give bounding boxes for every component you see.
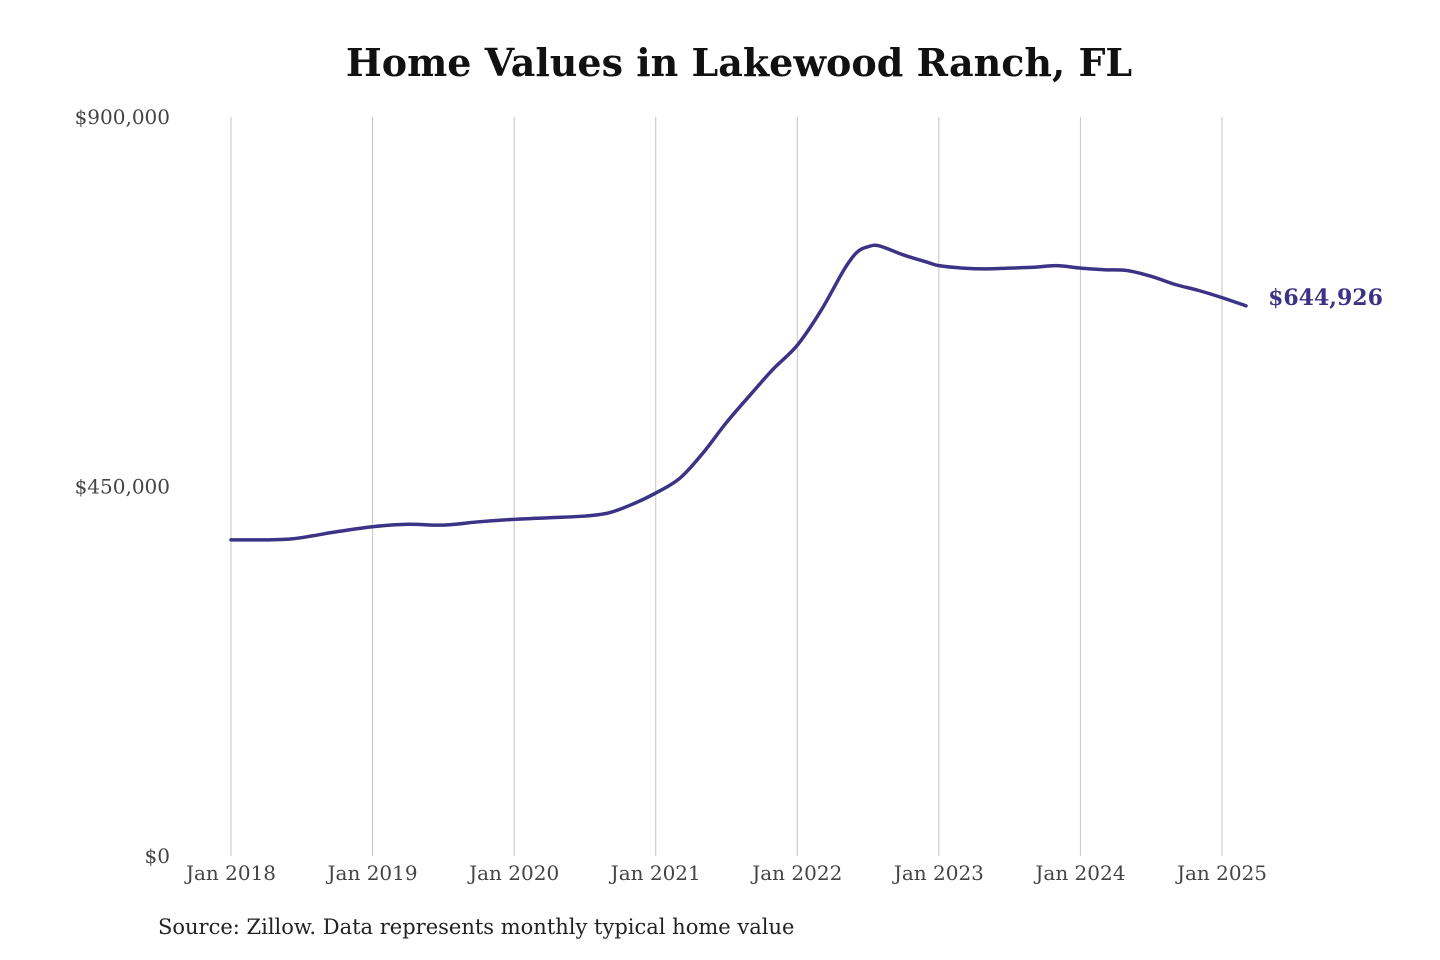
x-tick-label: Jan 2024: [1033, 861, 1125, 885]
end-value-label: $644,926: [1268, 285, 1383, 311]
y-tick-label: $900,000: [75, 105, 170, 129]
y-tick-label: $450,000: [75, 475, 170, 499]
vertical-gridlines: [230, 117, 1223, 856]
x-tick-label: Jan 2018: [184, 861, 276, 885]
chart-title: Home Values in Lakewood Ranch, FL: [345, 40, 1133, 85]
y-axis-tick-labels: $0 $450,000 $900,000: [75, 105, 170, 868]
x-axis-tick-labels: Jan 2018 Jan 2019 Jan 2020 Jan 2021 Jan 2022…: [184, 861, 1267, 885]
source-note: Source: Zillow. Data represents monthly …: [158, 915, 795, 939]
x-tick-label: Jan 2021: [609, 861, 701, 885]
series-layer: $644,926: [229, 243, 1383, 542]
x-tick-label: Jan 2022: [750, 861, 842, 885]
x-tick-label: Jan 2025: [1175, 861, 1267, 885]
home-value-line: [229, 243, 1248, 542]
x-tick-label: Jan 2020: [467, 861, 559, 885]
x-tick-label: Jan 2019: [326, 861, 418, 885]
x-tick-label: Jan 2023: [892, 861, 984, 885]
y-tick-label: $0: [145, 844, 170, 868]
